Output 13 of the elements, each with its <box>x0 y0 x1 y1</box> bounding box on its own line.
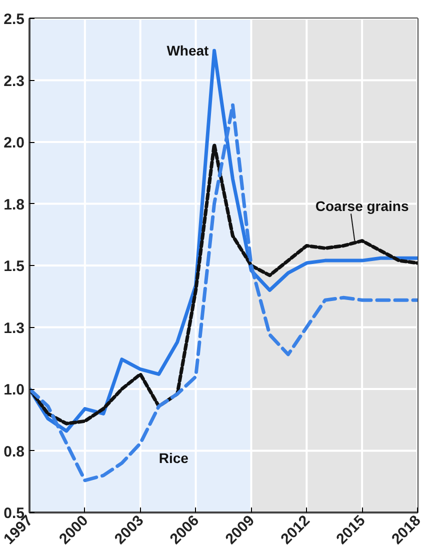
y-tick-label: 1.5 <box>4 258 25 275</box>
y-tick-label: 1.8 <box>4 196 25 214</box>
y-tick-label: 1.0 <box>4 382 25 398</box>
y-tick-label: 1.3 <box>4 320 25 337</box>
y-tick-label: 2.0 <box>4 134 25 152</box>
line-series <box>30 103 418 482</box>
line-series <box>30 142 418 426</box>
y-tick-label: 2.5 <box>4 11 25 28</box>
text: Coarse grains <box>315 198 409 214</box>
y-tick-label: 2.3 <box>4 72 25 90</box>
series-label: Wheat <box>166 42 210 59</box>
series-label: Rice <box>158 450 189 466</box>
y-tick-label: 0.8 <box>4 443 25 460</box>
